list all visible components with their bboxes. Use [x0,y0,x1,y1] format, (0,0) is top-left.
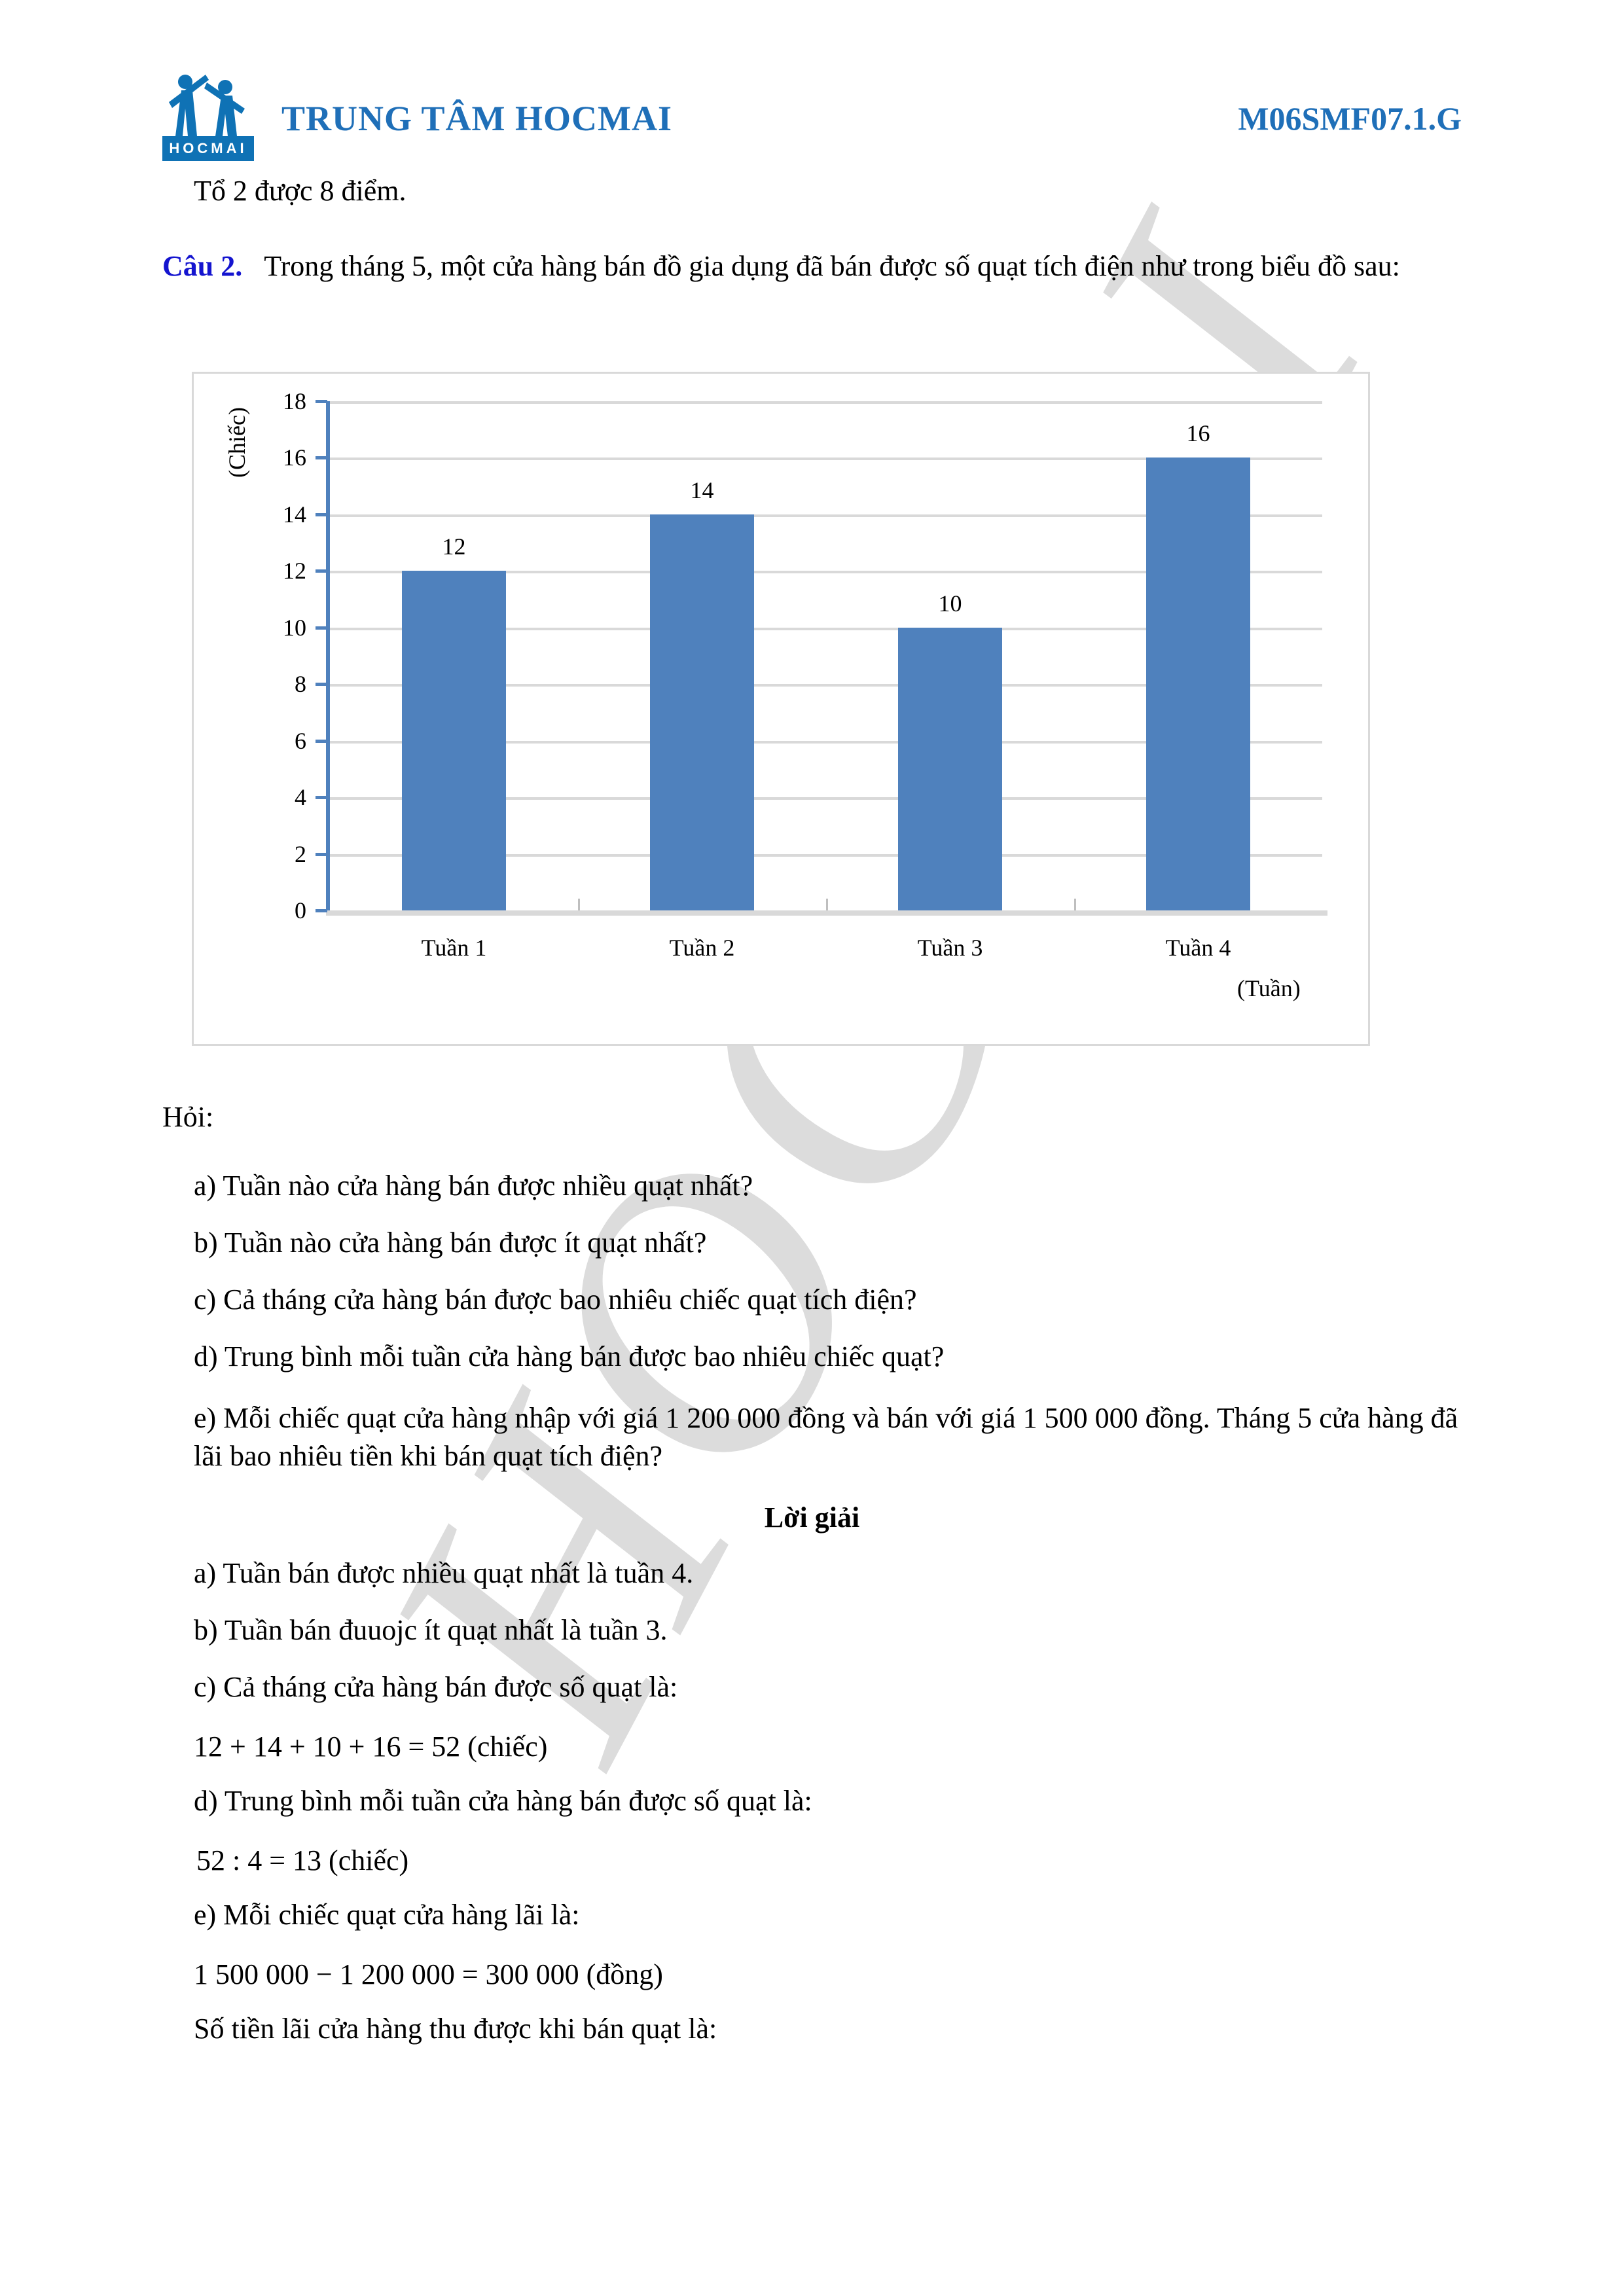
gridline [330,514,1322,517]
bar [897,627,1003,910]
y-tick-label: 12 [283,558,306,584]
equation-average: 52 : 4 = 13 (chiếc) [196,1844,409,1876]
bar-value-label: 14 [690,476,714,503]
ask-heading: Hỏi: [162,1101,214,1133]
question-e: e) Mỗi chiếc quạt cửa hàng nhập với giá … [194,1402,1458,1473]
y-tick-label: 18 [283,388,306,414]
y-tick [316,626,327,630]
gridline [330,910,1322,913]
y-tick-label: 10 [283,614,306,641]
line-to2: Tổ 2 được 8 điểm. [194,175,406,207]
question-d: d) Trung bình mỗi tuần cửa hàng bán được… [194,1340,945,1372]
bar-value-label: 12 [442,533,466,560]
equation-sum: 12 + 14 + 10 + 16 = 52 (chiếc) [194,1731,548,1763]
gridline [330,627,1322,630]
solution-a: a) Tuần bán được nhiều quạt nhất là tuần… [194,1557,694,1589]
bar-value-label: 10 [938,590,962,617]
y-tick [316,796,327,800]
gridline [330,457,1322,461]
y-tick [316,512,327,516]
question-b: b) Tuần nào cửa hàng bán được ít quạt nh… [194,1227,707,1259]
gridline [330,401,1322,404]
y-axis-line [326,401,330,913]
gridline [330,853,1322,857]
x-tick [1074,899,1076,910]
question-text: Trong tháng 5, một cửa hàng bán đồ gia d… [264,250,1400,282]
gridline [330,684,1322,687]
y-tick-label: 6 [295,727,306,754]
page-title: TRUNG TÂM HOCMAI [281,99,673,138]
bar [401,571,507,910]
y-tick [316,909,327,912]
hocmai-badge: HOCMAI [162,136,254,161]
solution-heading: Lời giải [764,1501,860,1534]
solution-d: d) Trung bình mỗi tuần cửa hàng bán được… [194,1785,812,1817]
question-a: a) Tuần nào cửa hàng bán được nhiều quạt… [194,1170,753,1202]
y-tick [316,569,327,573]
hocmai-logo: HOCMAI [162,71,261,166]
y-tick-label: 4 [295,784,306,811]
x-tick-label: Tuần 3 [917,935,983,961]
x-tick [578,899,580,910]
question-c: c) Cả tháng cửa hàng bán được bao nhiêu … [194,1283,917,1316]
solution-b: b) Tuần bán đuuojc ít quạt nhất là tuần … [194,1614,668,1646]
x-tick [826,899,828,910]
question-block: Câu 2. Trong tháng 5, một cửa hàng bán đ… [162,247,1462,285]
solution-e: e) Mỗi chiếc quạt cửa hàng lãi là: [194,1899,580,1931]
solution-c: c) Cả tháng cửa hàng bán được số quạt là… [194,1671,678,1703]
page-header: HOCMAI TRUNG TÂM HOCMAI M06SMF07.1.G [0,0,1624,183]
y-tick-label: 14 [283,501,306,528]
bar-value-label: 16 [1186,420,1210,447]
x-axis-line [326,910,1327,916]
gridline [330,797,1322,800]
y-tick [316,852,327,856]
y-tick-label: 8 [295,671,306,698]
x-tick-label: Tuần 2 [669,935,735,961]
question-label: Câu 2. [162,250,243,282]
bar [649,514,755,910]
equation-profit: 1 500 000 − 1 200 000 = 300 000 (đồng) [194,1958,663,1990]
gridline [330,740,1322,744]
y-axis-title: (Chiếc) [224,407,250,478]
bar [1146,457,1251,910]
bar-chart: (Chiếc) 0 2 4 6 8 10 12 14 16 18 12 14 10 16 Tuần 1 T… [192,372,1370,1046]
two-figures-icon [169,75,245,136]
document-code: M06SMF07.1.G [1238,100,1462,137]
x-axis-title: (Tuần) [1237,975,1301,1001]
y-tick [316,456,327,460]
y-tick-label: 2 [295,840,306,867]
x-tick-label: Tuần 1 [421,935,487,961]
y-tick [316,683,327,687]
y-tick [316,739,327,743]
gridline [330,571,1322,574]
solution-last: Số tiền lãi cửa hàng thu được khi bán qu… [194,2013,717,2045]
y-tick-label: 0 [295,897,306,924]
y-tick [316,400,327,403]
y-tick-label: 16 [283,444,306,471]
chart-plot-area: 0 2 4 6 8 10 12 14 16 18 12 14 10 16 Tuần 1 Tuần 2 Tuầ… [283,389,1327,1001]
x-tick-label: Tuần 4 [1165,935,1231,961]
